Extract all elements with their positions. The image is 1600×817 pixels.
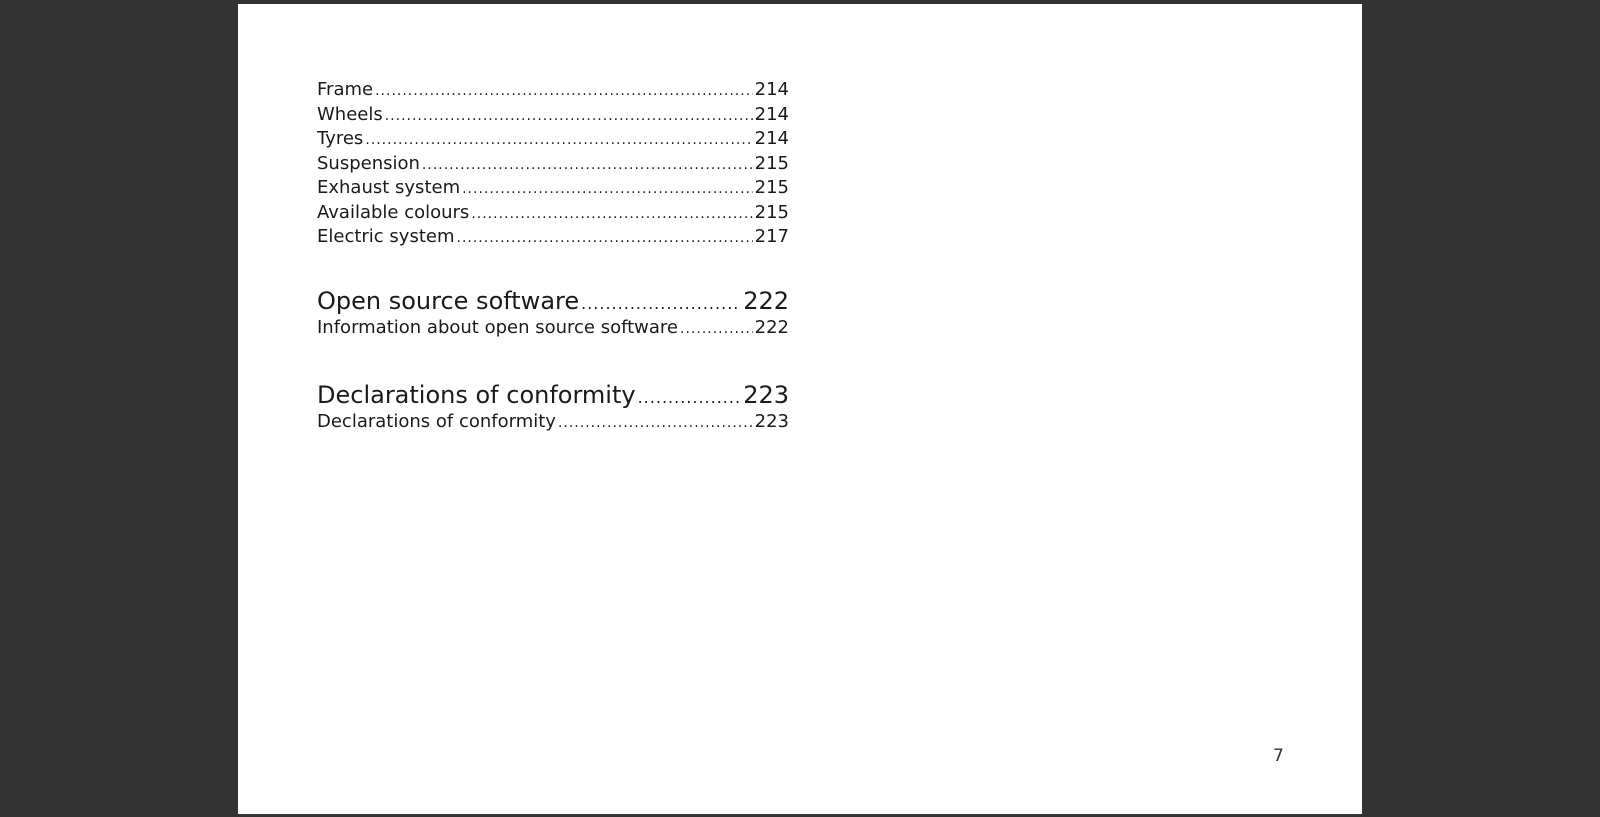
toc-leader-dots <box>680 317 753 342</box>
toc-entry-exhaust-system[interactable]: Exhaust system 215 <box>317 176 789 201</box>
toc-leader-dots <box>375 79 753 104</box>
toc-entry-available-colours[interactable]: Available colours 215 <box>317 201 789 226</box>
toc-chapter-declarations-of-conformity[interactable]: Declarations of conformity 223 <box>317 380 789 410</box>
toc-entry-page: 217 <box>754 226 789 247</box>
toc-spacer <box>317 250 789 286</box>
toc-leader-dots <box>638 383 742 413</box>
toc-entry-label: Available colours <box>317 201 470 223</box>
toc-entry-label: Electric system <box>317 226 455 247</box>
toc-leader-dots <box>365 128 752 153</box>
toc-leader-dots <box>558 411 753 436</box>
toc-chapter-title: Open source software <box>317 286 580 315</box>
toc-entry-page: 215 <box>754 152 789 174</box>
toc-entry-page: 223 <box>754 411 789 432</box>
toc-entry-label: Declarations of conformity <box>317 411 556 432</box>
toc-entry-suspension[interactable]: Suspension 215 <box>317 152 789 177</box>
toc-leader-dots <box>462 177 753 202</box>
table-of-contents: Frame 214 Wheels 214 Tyres 214 Suspensio… <box>317 78 789 435</box>
toc-chapter-page: 223 <box>743 381 789 409</box>
toc-entry-tyres[interactable]: Tyres 214 <box>317 127 789 152</box>
toc-entry-label: Tyres <box>317 128 364 149</box>
toc-chapter-open-source-software[interactable]: Open source software 222 <box>317 286 789 316</box>
toc-entry-electric-system[interactable]: Electric system 217 <box>317 225 789 250</box>
toc-entry-wheels[interactable]: Wheels 214 <box>317 103 789 128</box>
toc-entry-page: 215 <box>754 177 789 198</box>
toc-leader-dots <box>471 202 752 227</box>
toc-leader-dots <box>581 289 741 319</box>
toc-entry-label: Information about open source software <box>317 316 679 338</box>
toc-entry-page: 214 <box>754 79 789 100</box>
toc-entry-page: 215 <box>754 201 789 223</box>
toc-entry-label: Exhaust system <box>317 177 461 198</box>
toc-entry-page: 214 <box>754 103 789 125</box>
toc-chapter-title: Declarations of conformity <box>317 381 636 409</box>
toc-leader-dots <box>422 153 753 178</box>
toc-leader-dots <box>457 226 753 251</box>
toc-entry-frame[interactable]: Frame 214 <box>317 78 789 103</box>
toc-entry-page: 214 <box>754 128 789 149</box>
toc-entry-open-source-info[interactable]: Information about open source software 2… <box>317 316 789 341</box>
toc-entry-label: Wheels <box>317 103 383 125</box>
toc-entry-page: 222 <box>754 316 789 338</box>
page-number: 7 <box>1273 746 1284 766</box>
toc-spacer <box>317 340 789 380</box>
document-page: Frame 214 Wheels 214 Tyres 214 Suspensio… <box>238 4 1362 814</box>
toc-chapter-page: 222 <box>743 286 789 315</box>
toc-entry-label: Frame <box>317 79 374 100</box>
toc-entry-label: Suspension <box>317 152 420 174</box>
toc-leader-dots <box>385 104 753 129</box>
toc-entry-declarations-of-conformity[interactable]: Declarations of conformity 223 <box>317 410 789 435</box>
